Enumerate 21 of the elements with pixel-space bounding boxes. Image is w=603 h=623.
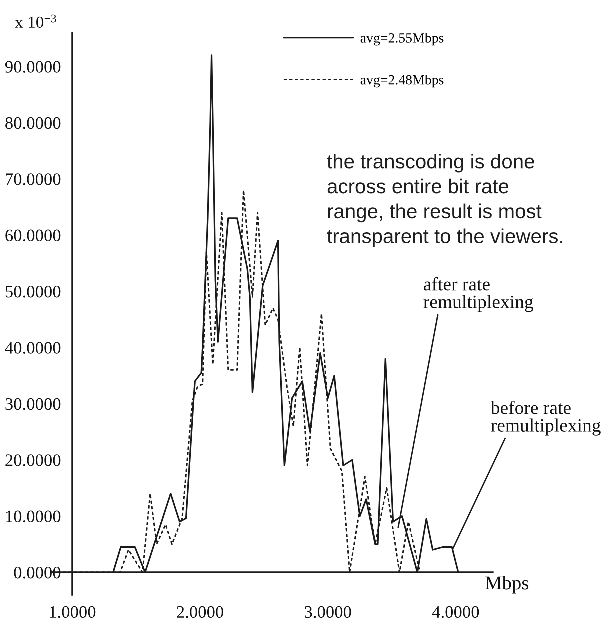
y-tick-label: 90.0000 [5, 61, 61, 73]
annotation: the transcoding is done across entire bit rate range, the result is most transparent to the viewers. [327, 154, 562, 248]
legend-label: avg=2.55Mbps [360, 33, 444, 46]
y-tick-label: 50.0000 [6, 286, 61, 298]
x-tick-label: 2.0000 [177, 606, 224, 618]
y-tick-label: 10.0000 [6, 510, 61, 523]
x-axis-title: Mbps [486, 576, 529, 594]
annotation: before rate remultiplexing [490, 400, 601, 436]
y-tick-label: 70.0000 [6, 174, 61, 186]
x-tick-label: 3.0000 [305, 606, 352, 618]
x-tick-label: 1.0000 [50, 606, 96, 618]
y-tick-label: 20.0000 [6, 454, 61, 466]
y-tick-label: 80.0000 [6, 117, 61, 130]
legend-label: avg=2.48Mbps [360, 74, 444, 88]
x-tick-label: 4.0000 [432, 606, 480, 618]
y-tick-label: 40.0000 [5, 342, 61, 354]
y-tick-label: 30.0000 [6, 398, 61, 410]
y-tick-label: 0.0000 [14, 567, 61, 579]
y-axis-title: x 10$^{−3}$ [15, 14, 56, 28]
annotation: after rate remultiplexing [424, 277, 534, 312]
y-tick-label: 60.0000 [6, 230, 61, 242]
